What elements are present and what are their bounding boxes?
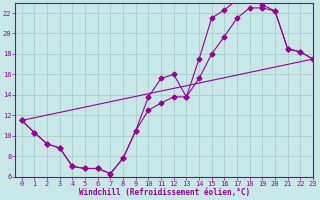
X-axis label: Windchill (Refroidissement éolien,°C): Windchill (Refroidissement éolien,°C) [79,188,250,197]
